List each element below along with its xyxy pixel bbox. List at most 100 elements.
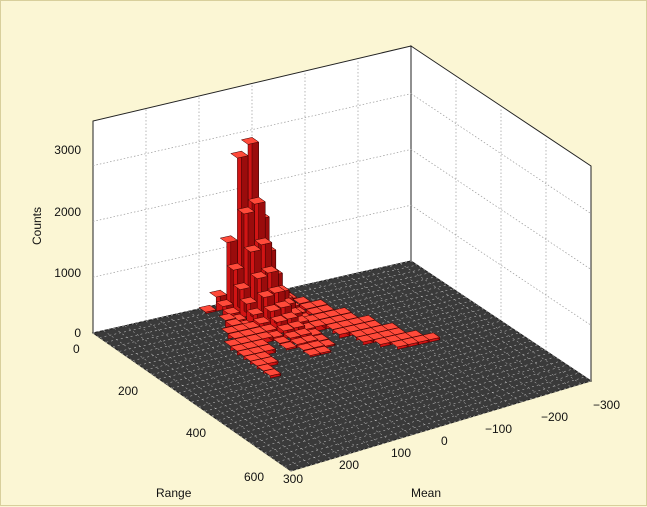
floor-mesh-line: [251, 296, 442, 427]
floor-mesh-line: [211, 332, 520, 417]
bar-top: [227, 331, 246, 339]
histogram-bar: [331, 327, 351, 339]
bar-top: [218, 313, 237, 321]
grid-line-z: [410, 149, 592, 270]
bar-top: [292, 296, 311, 304]
bar-top: [263, 304, 282, 312]
bar-top: [224, 318, 244, 327]
floor-mesh-line: [92, 260, 412, 334]
bar-top: [331, 327, 351, 335]
bar-top: [249, 271, 269, 279]
bar-top: [325, 322, 344, 330]
range-axis-ticks: 0 200 400 600: [73, 342, 264, 484]
bar-top: [298, 301, 318, 310]
range-tick-label: 200: [118, 384, 138, 398]
bar-top: [280, 311, 299, 320]
mean-tick-label: −100: [485, 422, 512, 436]
z-tick-label: 1000: [54, 266, 81, 280]
range-tick-label: 0: [73, 342, 80, 356]
bar-top: [239, 296, 258, 305]
floor-mesh-line: [99, 264, 418, 338]
histogram-bar: [278, 341, 298, 351]
bar-top: [262, 368, 282, 377]
bar-top: [208, 289, 228, 298]
histogram-bar: [390, 339, 409, 350]
mean-tick-label: 0: [441, 434, 448, 448]
axes-panes: [91, 45, 593, 472]
floor-mesh-line: [389, 265, 572, 388]
bar-top: [269, 315, 289, 323]
mean-tick-label: 100: [391, 446, 411, 460]
bar-top: [273, 300, 293, 309]
mean-tick-label: 200: [339, 458, 359, 472]
mean-tick-label: 300: [283, 472, 303, 486]
bar-top: [247, 196, 266, 205]
floor-mesh-line: [178, 312, 490, 394]
histogram-bar: [262, 368, 282, 379]
bar-top: [302, 348, 322, 356]
bar-top: [390, 339, 409, 348]
bar-top: [282, 330, 302, 339]
bar-top: [289, 337, 309, 345]
z-tick-label: 3000: [54, 143, 81, 157]
bar-top: [236, 206, 256, 215]
floor-mesh-line: [167, 315, 362, 451]
bar-top: [305, 306, 325, 315]
mean-axis-ticks: 300 200 100 0 −100 −200 −300: [283, 398, 620, 486]
floor-mesh-line: [230, 301, 422, 433]
range-tick-label: 600: [244, 470, 264, 484]
floor-mesh-line: [112, 272, 430, 348]
bar-top: [229, 343, 249, 352]
bar-top: [219, 235, 239, 243]
bar-top: [226, 262, 245, 271]
bar-top: [215, 299, 235, 307]
floor-mesh-line: [119, 276, 436, 352]
bars-group: [198, 136, 441, 379]
bar-top: [198, 304, 217, 313]
range-axis-title: Range: [156, 486, 192, 500]
floor-mesh-line: [241, 299, 432, 430]
z-axis-ticks: 0 1000 2000 3000: [54, 143, 81, 340]
histogram-bar: [372, 337, 392, 348]
z-axis-title: Counts: [30, 207, 44, 245]
floor-mesh-line: [177, 313, 372, 448]
floor-mesh-line: [198, 324, 508, 407]
bar-top: [222, 307, 241, 315]
mean-tick-label: −200: [541, 410, 568, 424]
bar-top: [240, 137, 260, 145]
bar-top: [286, 320, 306, 329]
floor-mesh-line: [284, 376, 586, 467]
range-tick-label: 400: [186, 426, 206, 440]
grid-line-z: [410, 93, 592, 214]
floor-mesh-line: [106, 268, 424, 343]
floor-mesh-line: [220, 303, 412, 436]
bar-top: [220, 326, 240, 334]
mean-tick-label: −300: [593, 398, 620, 412]
grid-line-z: [410, 204, 592, 326]
bar-top: [236, 348, 256, 357]
floor-mesh-line: [205, 328, 514, 412]
bar-top: [267, 285, 286, 294]
floor-mesh-line: [209, 306, 402, 439]
bar-top: [232, 282, 252, 290]
z-tick-label: 0: [74, 326, 81, 340]
bar-top: [293, 328, 313, 336]
bar-top: [355, 334, 375, 343]
bar-top: [272, 336, 291, 344]
bar-top: [256, 290, 276, 298]
mean-axis-title: Mean: [411, 486, 441, 500]
floor-mesh-line: [290, 380, 592, 472]
histogram-bar: [355, 334, 375, 346]
floor-mesh-line: [277, 372, 580, 463]
floor-mesh-line: [400, 263, 582, 385]
bar-top: [223, 338, 242, 347]
grid-lines: [92, 61, 592, 351]
floor-mesh-line: [185, 316, 496, 398]
bar-top: [278, 341, 298, 349]
bar-top: [260, 265, 280, 274]
histogram-bar: [198, 304, 217, 314]
bar-top: [253, 237, 273, 246]
floor-mesh-line: [156, 318, 352, 454]
